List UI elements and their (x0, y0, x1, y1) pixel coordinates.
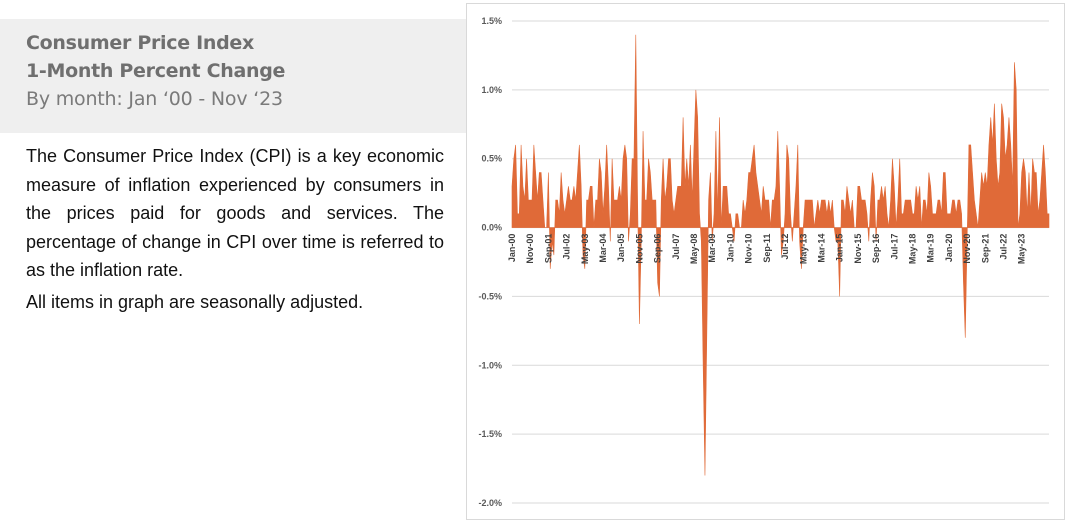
x-tick-label: Jan-00 (507, 234, 517, 263)
x-tick-label: Jan-20 (944, 234, 954, 263)
x-tick-label: Nov-00 (525, 234, 535, 264)
x-tick-label: Jan-10 (725, 234, 735, 263)
x-tick-label: Mar-14 (816, 234, 826, 263)
cpi-chart-svg: 1.5% 1.0% 0.5% 0.0% -0.5% -1.0% -1.5% -2.0% Jan-… (466, 3, 1065, 520)
x-tick-label: Nov-15 (853, 234, 863, 264)
x-tick-label: Sep-11 (762, 234, 772, 263)
x-tick-label: May-03 (580, 234, 590, 265)
y-tick-label: -0.5% (478, 291, 502, 301)
x-tick-label: Jul-07 (671, 234, 681, 260)
y-tick-label: -1.0% (478, 360, 502, 370)
x-tick-label: May-08 (689, 234, 699, 265)
y-tick-label: 0.5% (481, 154, 502, 164)
x-tick-label: Jul-22 (998, 234, 1008, 260)
y-tick-label: -2.0% (478, 498, 502, 508)
y-tick-label: 0.0% (481, 223, 502, 233)
cpi-chart: 1.5% 1.0% 0.5% 0.0% -0.5% -1.0% -1.5% -2.0% Jan-… (466, 3, 1065, 520)
y-tick-label: 1.5% (481, 16, 502, 26)
page-subtitle: By month: Jan ‘00 - Nov ‘23 (26, 88, 283, 110)
x-tick-label: Sep-21 (980, 234, 990, 264)
x-tick-label: Jul-02 (562, 234, 572, 260)
x-tick-label: Jan-15 (835, 234, 845, 263)
y-tick-label: -1.5% (478, 429, 502, 439)
seasonal-note: All items in graph are seasonally adjust… (26, 292, 364, 312)
y-tick-label: 1.0% (481, 85, 502, 95)
description-paragraph: The Consumer Price Index (CPI) is a key … (26, 146, 444, 281)
x-tick-label: Jul-17 (889, 234, 899, 260)
x-tick-label: Nov-10 (744, 234, 754, 264)
page-title-line-2: 1-Month Percent Change (26, 60, 286, 82)
x-tick-label: Sep-16 (871, 234, 881, 264)
cpi-series-area (511, 34, 1050, 476)
x-tick-label: Jul-12 (780, 234, 790, 260)
x-tick-label: Nov-20 (962, 234, 972, 264)
x-tick-label: Sep-01 (543, 234, 553, 264)
x-tick-label: Mar-19 (926, 234, 936, 263)
x-tick-label: Mar-09 (707, 234, 717, 263)
x-tick-label: May-18 (907, 234, 917, 265)
x-tick-label: May-13 (798, 234, 808, 265)
x-tick-label: Mar-04 (598, 234, 608, 263)
x-tick-label: Jan-05 (616, 234, 626, 263)
x-tick-label: Nov-05 (634, 234, 644, 264)
x-tick-label: Sep-06 (653, 234, 663, 264)
x-tick-label: May-23 (1017, 234, 1027, 265)
page-title-line-1: Consumer Price Index (26, 32, 254, 54)
header-panel (0, 19, 466, 133)
